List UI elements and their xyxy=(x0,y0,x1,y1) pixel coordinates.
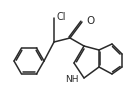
Text: O: O xyxy=(86,16,94,26)
Text: NH: NH xyxy=(66,76,79,85)
Text: Cl: Cl xyxy=(56,12,66,22)
